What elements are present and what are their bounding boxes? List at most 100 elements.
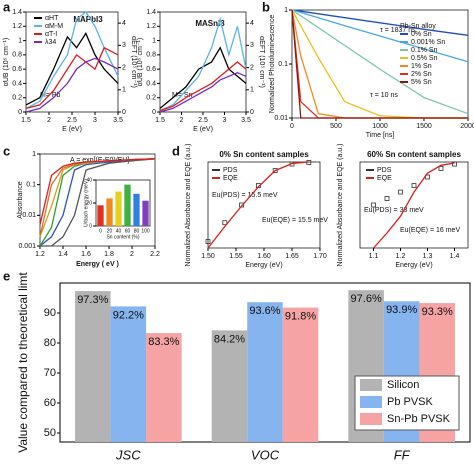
y-tick-label: 70: [44, 367, 56, 379]
data-point: [438, 166, 444, 171]
plot-frame: [359, 161, 469, 249]
y2-tick-label: 4: [122, 20, 126, 27]
chart-title: 60% Sn content samples: [367, 150, 461, 159]
annotation: A = exp[(E-E0)/EU]: [70, 157, 129, 164]
data-line: [40, 158, 156, 247]
x-tick-label: 20: [107, 228, 113, 234]
data-line: [373, 162, 455, 249]
y-tick-label: 40: [86, 177, 92, 183]
panel-letter: e: [3, 268, 10, 283]
x-axis-label: E (eV): [193, 126, 213, 133]
x-tick-label: 40: [116, 228, 122, 234]
legend-label: EQE: [377, 175, 392, 182]
x-axis-label: Energy (eV): [245, 262, 282, 269]
data-line: [25, 11, 119, 109]
legend-label: Pb PVSK: [387, 396, 434, 408]
legend-label: λ34: [45, 39, 56, 46]
x-tick-label: JSC: [115, 447, 141, 462]
legend-swatch: [360, 413, 382, 425]
x-tick-label: 1.55: [229, 253, 243, 260]
x-tick-label: 1.65: [285, 253, 299, 260]
y-tick-label: 0.8: [12, 52, 22, 59]
value-label: 97.3%: [77, 294, 108, 306]
x-tick-label: 2.5: [67, 117, 77, 124]
legend-swatch: [360, 379, 382, 391]
annotation: Eu(EQE) = 16 meV: [400, 227, 460, 234]
data-point: [398, 189, 403, 195]
y-axis-label: αUB (10⁵ cm⁻¹): [3, 38, 10, 86]
legend-label: αHT: [45, 15, 59, 22]
data-point: [205, 239, 211, 244]
x-tick-label: 2.2: [150, 251, 160, 258]
x-tick-label: 500: [330, 123, 342, 130]
y-tick-label: 1.4: [12, 9, 22, 16]
data-point: [411, 183, 417, 188]
panel-letter: d: [172, 143, 180, 158]
bar: [124, 184, 131, 226]
y2-tick-label: 1: [122, 87, 126, 94]
legend-label: 5% Sn: [411, 79, 432, 86]
data-point: [222, 220, 228, 226]
y-tick-label: 0.01: [22, 212, 36, 219]
y-tick-label: 50: [44, 427, 56, 439]
panel-letter: a: [3, 0, 11, 14]
y2-tick-label: 2: [122, 64, 126, 71]
bar: [106, 198, 113, 226]
value-label: 93.3%: [422, 306, 453, 318]
y-tick-label: 0: [18, 109, 22, 116]
legend-label: Sn-Pb PVSK: [387, 413, 451, 425]
panel-letter: b: [262, 0, 270, 14]
y-tick-label: 0.001: [18, 243, 36, 250]
annotation: Eu(PDS) = 33 meV: [364, 207, 424, 214]
x-axis-label: Energy (eV): [395, 262, 432, 269]
value-label: 91.8%: [285, 311, 316, 323]
y-tick-label: 0.1: [26, 182, 36, 189]
x-tick-label: 2000: [460, 123, 474, 130]
x-tick-label: 1.70: [313, 253, 327, 260]
value-label: 84.2%: [214, 333, 245, 345]
x-tick-label: 1500: [416, 123, 432, 130]
annotation: M= Pb: [40, 92, 61, 99]
x-tick-label: 1.4: [450, 253, 460, 260]
x-tick-label: 1.5: [155, 117, 165, 124]
plot-frame: [159, 11, 247, 113]
x-axis-label: Sn content (%): [106, 234, 139, 240]
y-axis-label: Normalized Absorbance and EQE (a.u.): [185, 144, 192, 267]
bar: [97, 205, 104, 226]
y-tick-label: 0.6: [146, 66, 156, 73]
x-tick-label: 0: [99, 228, 102, 234]
y-tick-label: 1: [32, 151, 36, 158]
x-tick-label: 1000: [372, 123, 388, 130]
value-label: 93.6%: [249, 305, 280, 317]
data-line: [291, 9, 469, 63]
legend-label: αM-M: [45, 23, 63, 30]
x-tick-label: VOC: [251, 447, 280, 462]
y-tick-label: 1: [18, 37, 22, 44]
data-line: [25, 32, 119, 106]
data-line: [291, 9, 468, 119]
chart-title: MASnI3: [195, 19, 225, 28]
annotation: τ = 1837 ns: [380, 27, 416, 34]
x-tick-label: FF: [394, 447, 411, 462]
y-tick-label: 0.01: [274, 115, 288, 122]
annotation: Eu(EQE) = 15.5 meV: [262, 217, 328, 224]
x-tick-label: 1.1: [369, 253, 379, 260]
data-line: [25, 57, 119, 113]
value-label: 83.3%: [148, 336, 179, 348]
data-line: [291, 9, 469, 36]
legend-label: EQE: [223, 175, 238, 182]
x-tick-label: 2: [180, 117, 184, 124]
y-tick-label: 0: [152, 109, 156, 116]
y2-tick-label: 0: [122, 109, 126, 116]
legend-label: PDS: [377, 167, 392, 174]
y2-axis-label: αEFT (10⁵ cm⁻¹): [258, 36, 265, 88]
y2-tick-label: 1: [250, 87, 254, 94]
y-axis-label: Urbach energy (meV): [83, 179, 89, 227]
y-axis-label: Absorbance: [17, 181, 24, 218]
y-axis-label: αUB (10⁵ cm⁻¹): [137, 38, 144, 86]
legend-label: 0.5% Sn: [411, 55, 438, 62]
x-tick-label: 1.5: [21, 117, 31, 124]
bar: [142, 200, 149, 226]
bar: [247, 302, 283, 442]
legend-title: Pb-Sn alloy: [400, 23, 436, 30]
